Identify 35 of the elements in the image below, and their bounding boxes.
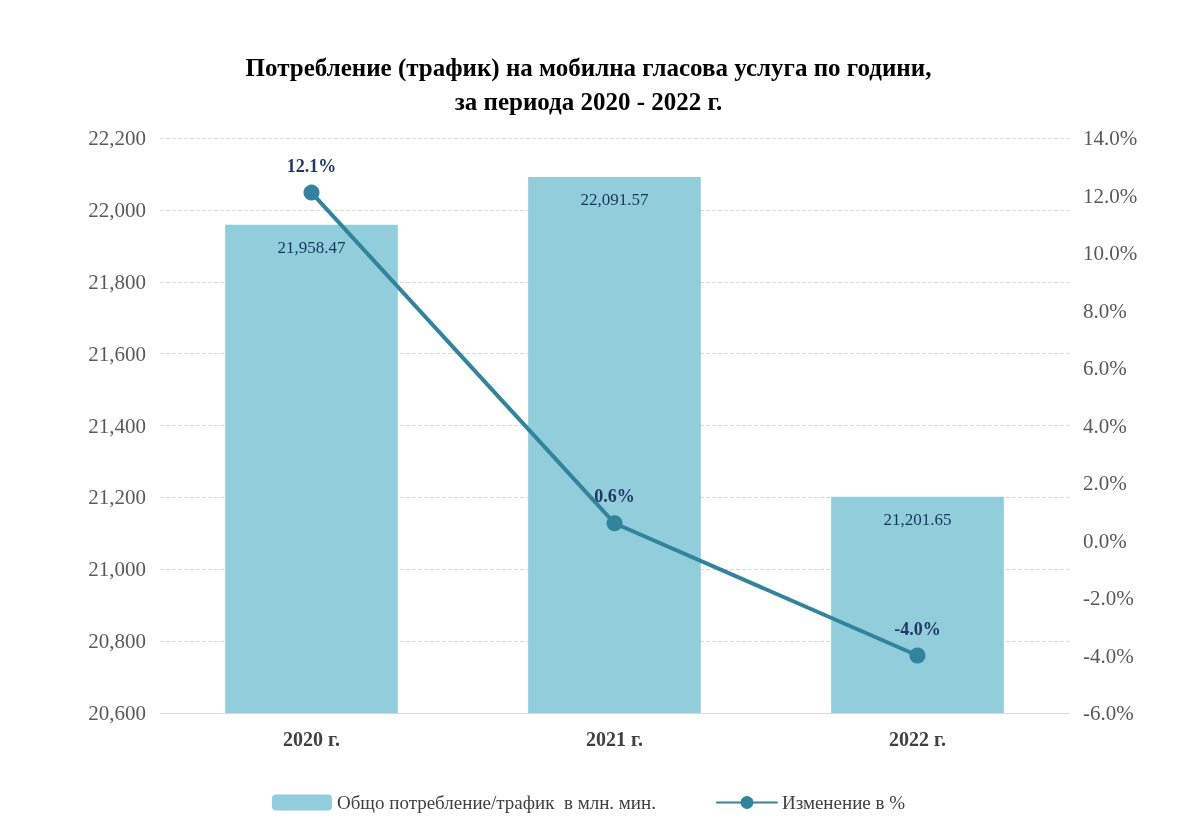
y2-tick-label: 0.0% bbox=[1083, 528, 1127, 553]
y2-tick-label: -6.0% bbox=[1083, 701, 1134, 725]
y2-tick-label: 4.0% bbox=[1083, 413, 1127, 438]
x-tick-label: 2022 г. bbox=[889, 728, 946, 750]
y2-tick-label: 8.0% bbox=[1083, 298, 1127, 323]
chart-title: Потребление (трафик) на мобилна гласова услуга по години, за периода 2020 - 2022 г. bbox=[245, 53, 932, 115]
data-label: 0.6% bbox=[594, 486, 635, 507]
y-tick-label: 20,800 bbox=[88, 629, 146, 654]
y2-tick-label: -2.0% bbox=[1083, 586, 1134, 610]
y-tick-label: 22,200 bbox=[88, 126, 146, 150]
point bbox=[303, 184, 320, 201]
data-label: -4.0% bbox=[894, 618, 941, 639]
y2-tick-label: 6.0% bbox=[1083, 356, 1127, 380]
legend-label: Общо потребление/трафик в млн. мин. bbox=[336, 792, 656, 813]
x-tick-label: 2021 г. bbox=[586, 728, 643, 750]
data-label: 12.1% bbox=[286, 155, 337, 176]
legend-label: Изменение в % bbox=[781, 792, 906, 813]
y-tick-label: 22,000 bbox=[88, 197, 146, 222]
data-label: 21,958.47 bbox=[277, 237, 346, 257]
y-tick-label: 21,400 bbox=[88, 413, 146, 438]
y-tick-label: 21,800 bbox=[88, 269, 146, 294]
y-tick-label: 20,600 bbox=[88, 701, 146, 725]
x-tick-label: 2020 г. bbox=[283, 728, 340, 750]
point bbox=[909, 647, 926, 664]
point bbox=[606, 515, 623, 532]
y-tick-label: 21,000 bbox=[88, 557, 146, 582]
data-label: 22,091.57 bbox=[580, 189, 649, 209]
y2-tick-label: 14.0% bbox=[1083, 126, 1138, 150]
y-tick-label: 21,600 bbox=[88, 341, 146, 366]
y-tick-label: 21,200 bbox=[88, 485, 146, 510]
y2-tick-label: 10.0% bbox=[1083, 241, 1138, 265]
y2-tick-label: 2.0% bbox=[1083, 471, 1127, 495]
y2-tick-label: -4.0% bbox=[1083, 643, 1134, 668]
data-label: 21,201.65 bbox=[883, 509, 952, 529]
y2-tick-label: 12.0% bbox=[1083, 183, 1138, 208]
